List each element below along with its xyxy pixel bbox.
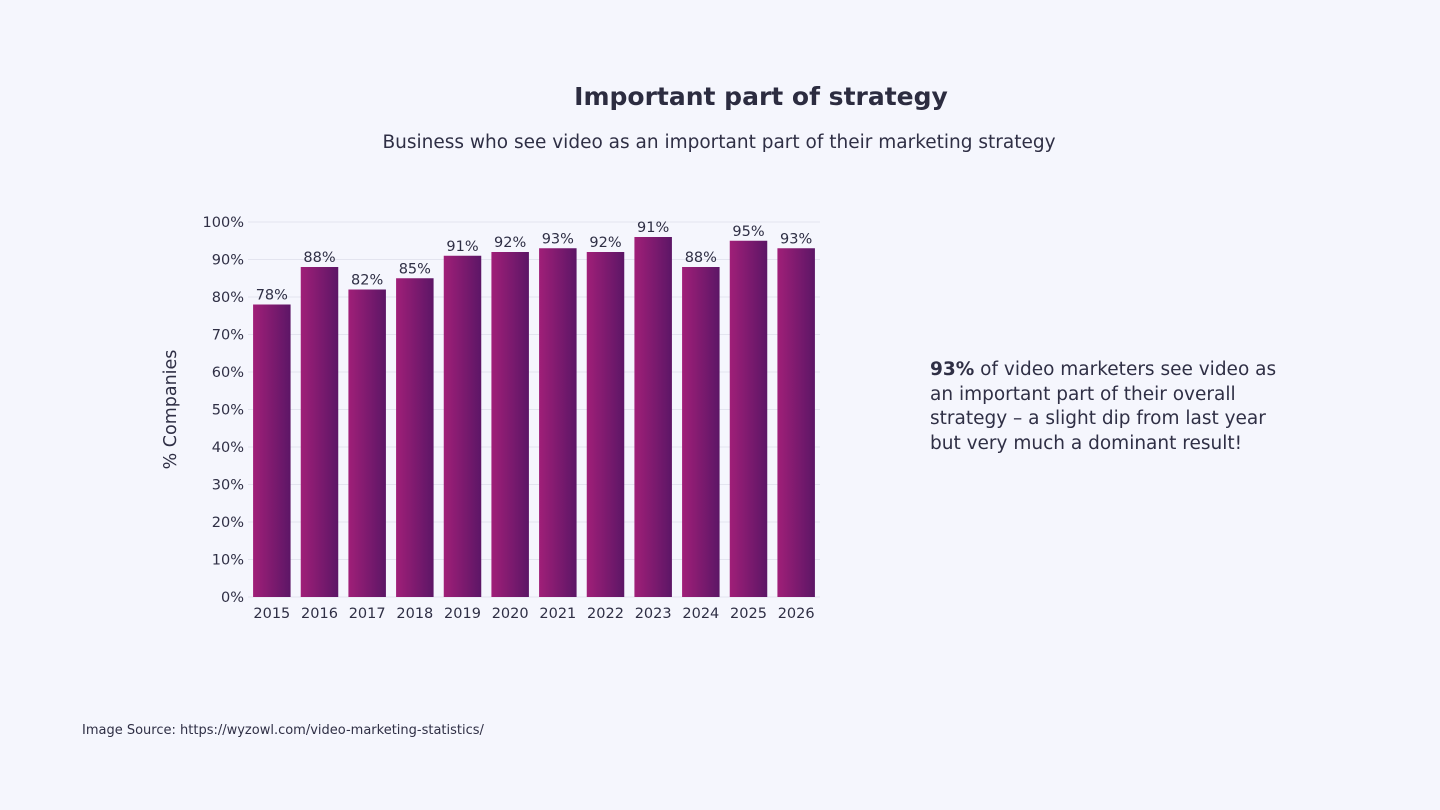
y-tick-label: 60% xyxy=(212,365,244,381)
callout-text: 93% of video marketers see video as an i… xyxy=(930,358,1302,456)
callout-highlight: 93% xyxy=(930,359,975,380)
bar-2026 xyxy=(777,248,815,597)
y-tick-label: 0% xyxy=(221,590,244,606)
image-source: Image Source: https://wyzowl.com/video-m… xyxy=(82,723,484,738)
x-tick-label: 2018 xyxy=(396,606,433,622)
bar-2022 xyxy=(586,252,625,597)
x-tick-label: 2026 xyxy=(778,606,815,622)
y-tick-label: 30% xyxy=(212,478,244,494)
x-tick-label: 2025 xyxy=(730,606,767,622)
x-tick-label: 2015 xyxy=(253,606,290,622)
bar-2025 xyxy=(729,240,768,597)
data-label-2016: 88% xyxy=(303,250,335,266)
y-tick-label: 10% xyxy=(212,553,244,569)
chart-title: Important part of strategy xyxy=(574,82,948,111)
data-label-2022: 92% xyxy=(589,235,621,251)
bar-2024 xyxy=(682,267,720,597)
data-label-2025: 95% xyxy=(732,224,764,240)
x-tick-label: 2020 xyxy=(492,606,529,622)
data-label-2023: 91% xyxy=(637,220,669,236)
y-tick-label: 40% xyxy=(212,440,244,456)
bar-2023 xyxy=(634,237,672,597)
y-tick-label: 80% xyxy=(212,290,244,306)
bar-2018 xyxy=(396,278,434,597)
x-tick-label: 2023 xyxy=(635,606,672,622)
bar-2016 xyxy=(300,267,339,597)
data-label-2019: 91% xyxy=(446,239,478,255)
y-tick-label: 90% xyxy=(212,253,244,269)
bar-2021 xyxy=(539,248,577,597)
y-tick-label: 50% xyxy=(212,403,244,419)
data-label-2026: 93% xyxy=(780,231,812,247)
data-label-2021: 93% xyxy=(542,231,574,247)
data-label-2017: 82% xyxy=(351,273,383,289)
y-axis-title: % Companies xyxy=(161,350,181,470)
callout-body: of video marketers see video as an impor… xyxy=(930,359,1277,454)
x-tick-label: 2016 xyxy=(301,606,338,622)
bar-2019 xyxy=(443,255,482,597)
data-label-2018: 85% xyxy=(399,261,431,277)
bar-chart: 0% 10% 20% 30% 40% 50% 60% 70% 80% 90% 100% % Compa… xyxy=(150,205,840,635)
y-tick-label: 70% xyxy=(212,328,244,344)
x-tick-label: 2021 xyxy=(539,606,576,622)
y-tick-label: 20% xyxy=(212,515,244,531)
x-tick-label: 2019 xyxy=(444,606,481,622)
bar-2020 xyxy=(491,252,529,597)
x-tick-label: 2024 xyxy=(682,606,719,622)
data-label-2024: 88% xyxy=(685,250,717,266)
chart-subtitle: Business who see video as an important p… xyxy=(382,132,1056,153)
y-tick-label: 100% xyxy=(203,215,244,231)
x-tick-label: 2022 xyxy=(587,606,624,622)
data-label-2020: 92% xyxy=(494,235,526,251)
bar-2017 xyxy=(348,289,386,597)
x-tick-label: 2017 xyxy=(349,606,386,622)
bar-chart-svg: 0% 10% 20% 30% 40% 50% 60% 70% 80% 90% 100% % Compa… xyxy=(161,215,820,622)
data-label-2015: 78% xyxy=(256,288,288,304)
bar-2015 xyxy=(253,304,291,597)
